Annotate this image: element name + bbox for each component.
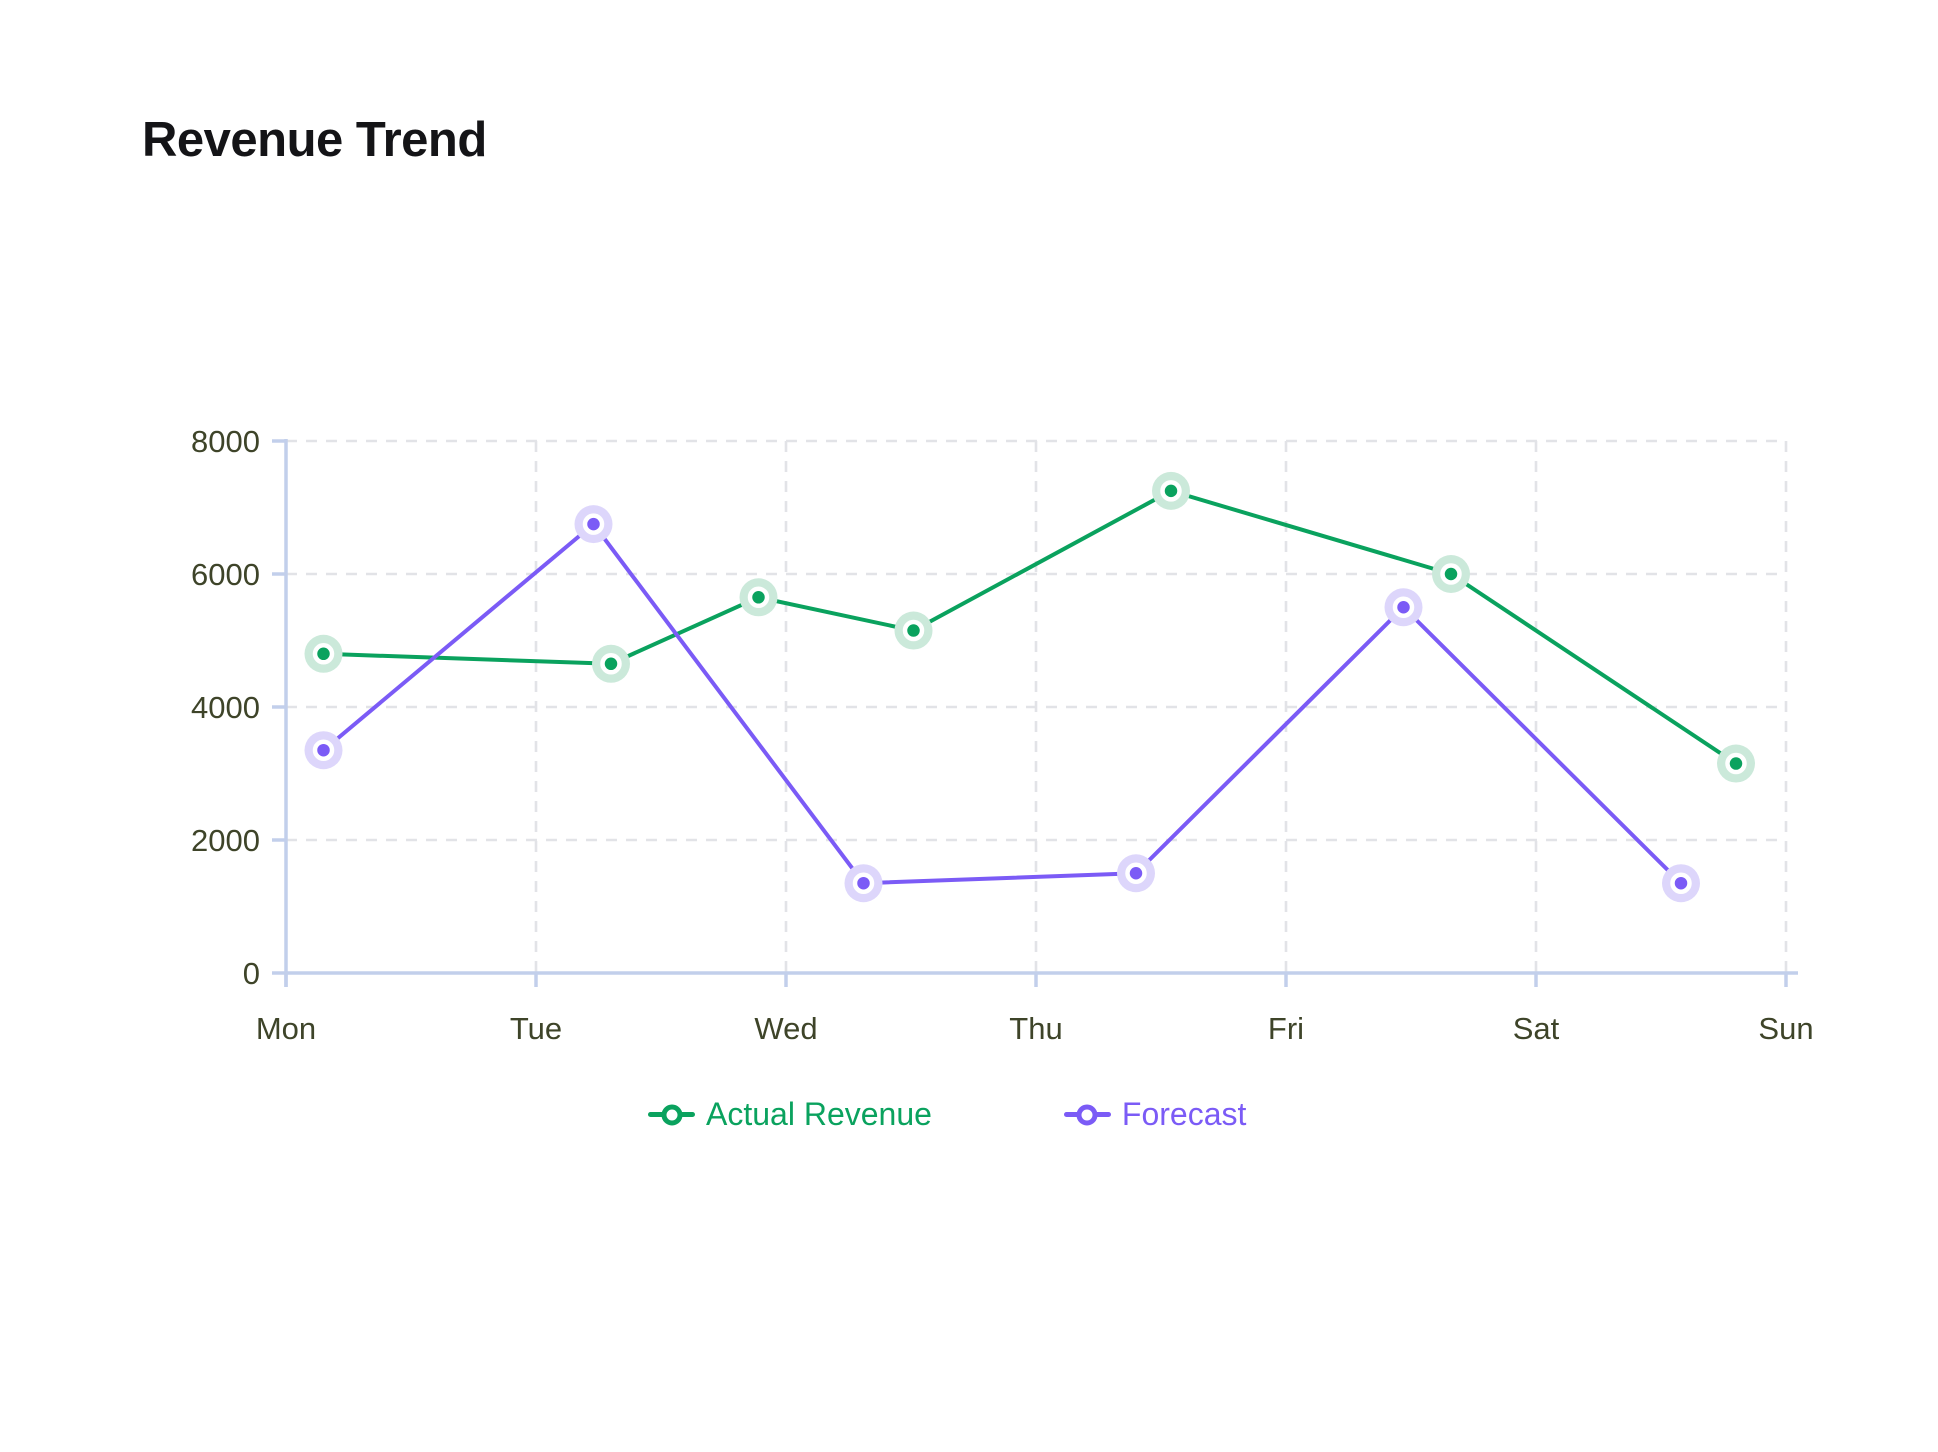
svg-text:Sat: Sat [1513,1011,1560,1046]
data-point [1392,596,1415,618]
y-axis-tick-labels: 0 2000 4000 6000 8000 [191,424,260,991]
svg-text:Tue: Tue [510,1011,562,1046]
svg-text:Wed: Wed [754,1011,817,1046]
legend-item-forecast[interactable]: Forecast [1063,1096,1247,1133]
chart-title: Revenue Trend [142,113,487,167]
x-axis-tick-labels: Mon Tue Wed Thu Fri Sat Sun [256,1011,1814,1046]
series-line [321,522,1683,886]
legend-item-actual-revenue[interactable]: Actual Revenue [648,1096,932,1133]
svg-text:0: 0 [243,956,260,991]
data-point [600,653,622,675]
svg-text:8000: 8000 [191,424,260,459]
data-point [1670,872,1692,894]
data-point [312,643,335,665]
data-point [1725,752,1747,775]
forecast-series-marker-icon [1063,1104,1111,1125]
svg-text:4000: 4000 [191,690,260,725]
gridlines [286,439,1788,973]
data-point [582,513,605,535]
data-point [1125,862,1147,884]
chart-legend: Actual Revenue Forecast [648,1096,1246,1133]
data-point [747,586,770,609]
svg-text:Thu: Thu [1009,1011,1062,1046]
legend-label-forecast: Forecast [1121,1096,1247,1132]
series-actual-revenue [304,471,1755,783]
data-point [1440,563,1462,585]
axes [272,439,1798,987]
svg-text:6000: 6000 [191,557,260,592]
series-forecast [304,505,1700,903]
svg-text:Sun: Sun [1758,1011,1813,1046]
data-point [852,872,875,894]
svg-text:Mon: Mon [256,1011,316,1046]
data-point [902,619,925,642]
actual-revenue-series-marker-icon [648,1104,695,1125]
data-point [312,739,335,761]
svg-text:2000: 2000 [191,823,260,858]
svg-text:Fri: Fri [1268,1011,1304,1046]
legend-label-actual-revenue: Actual Revenue [706,1096,932,1132]
data-point [1160,480,1182,502]
